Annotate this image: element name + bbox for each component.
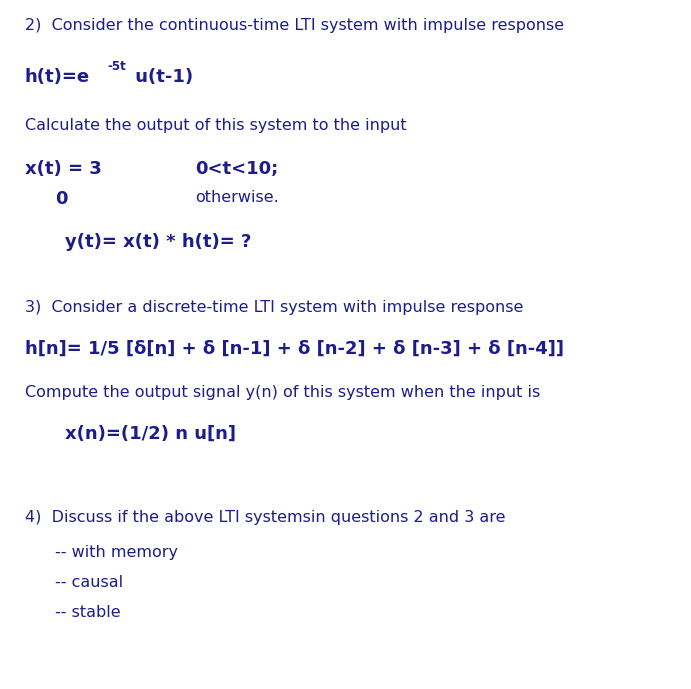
Text: -5t: -5t [107,60,126,73]
Text: -- stable: -- stable [55,605,121,620]
Text: 3)  Consider a discrete-time LTI system with impulse response: 3) Consider a discrete-time LTI system w… [25,300,523,315]
Text: 0<t<10;: 0<t<10; [195,160,278,178]
Text: y(t)= x(t) * h(t)= ?: y(t)= x(t) * h(t)= ? [65,233,252,251]
Text: -- causal: -- causal [55,575,123,590]
Text: x(n)=(1/2) n u[n]: x(n)=(1/2) n u[n] [65,425,236,443]
Text: 2)  Consider the continuous-time LTI system with impulse response: 2) Consider the continuous-time LTI syst… [25,18,564,33]
Text: h[n]= 1/5 [δ[n] + δ [n-1] + δ [n-2] + δ [n-3] + δ [n-4]]: h[n]= 1/5 [δ[n] + δ [n-1] + δ [n-2] + δ … [25,340,564,358]
Text: -- with memory: -- with memory [55,545,178,560]
Text: 0: 0 [55,190,68,208]
Text: otherwise.: otherwise. [195,190,278,205]
Text: u(t-1): u(t-1) [129,68,193,86]
Text: x(t) = 3: x(t) = 3 [25,160,102,178]
Text: Calculate the output of this system to the input: Calculate the output of this system to t… [25,118,406,133]
Text: h(t)=e: h(t)=e [25,68,90,86]
Text: 4)  Discuss if the above LTI systemsin questions 2 and 3 are: 4) Discuss if the above LTI systemsin qu… [25,510,506,525]
Text: Compute the output signal y(n) of this system when the input is: Compute the output signal y(n) of this s… [25,385,540,400]
